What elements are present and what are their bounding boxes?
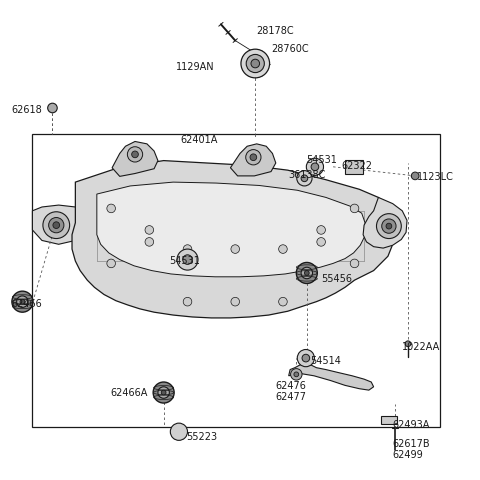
Text: 54514: 54514 — [311, 355, 341, 365]
Circle shape — [183, 245, 192, 254]
Polygon shape — [230, 144, 276, 177]
Circle shape — [405, 341, 411, 347]
Text: 55223: 55223 — [187, 431, 217, 441]
Text: 1022AA: 1022AA — [402, 341, 441, 351]
Circle shape — [231, 298, 240, 306]
Circle shape — [350, 260, 359, 268]
Circle shape — [411, 173, 419, 180]
Bar — [345, 161, 363, 174]
Circle shape — [107, 260, 116, 268]
Circle shape — [43, 212, 70, 239]
Text: 55456: 55456 — [321, 273, 352, 283]
Circle shape — [17, 296, 28, 308]
Text: 36138C: 36138C — [288, 169, 325, 179]
Text: 62477: 62477 — [276, 392, 307, 402]
Circle shape — [246, 55, 264, 73]
Text: 1123LC: 1123LC — [417, 172, 454, 182]
Circle shape — [251, 60, 260, 69]
Polygon shape — [381, 417, 397, 424]
Circle shape — [183, 255, 192, 265]
Text: 28760C: 28760C — [271, 44, 309, 54]
Polygon shape — [112, 142, 158, 177]
Text: 54531: 54531 — [306, 155, 337, 165]
Text: 62617B: 62617B — [393, 438, 431, 448]
Circle shape — [246, 150, 261, 166]
Text: 62493A: 62493A — [393, 419, 430, 429]
Circle shape — [250, 155, 257, 161]
Text: 62322: 62322 — [341, 161, 372, 171]
Circle shape — [161, 390, 166, 395]
Circle shape — [107, 204, 116, 213]
Circle shape — [301, 268, 312, 279]
Circle shape — [294, 372, 299, 377]
Circle shape — [382, 219, 396, 234]
Circle shape — [297, 171, 312, 187]
Text: 62618: 62618 — [11, 105, 42, 115]
Text: 62466: 62466 — [11, 298, 42, 308]
Circle shape — [279, 245, 287, 254]
Circle shape — [127, 147, 143, 163]
Circle shape — [311, 164, 319, 171]
Circle shape — [386, 224, 392, 229]
Circle shape — [279, 298, 287, 306]
Circle shape — [48, 218, 64, 233]
Circle shape — [241, 50, 270, 79]
Text: 62499: 62499 — [393, 449, 423, 459]
Circle shape — [350, 204, 359, 213]
Text: 62401A: 62401A — [180, 135, 218, 145]
Circle shape — [231, 245, 240, 254]
Circle shape — [48, 104, 57, 114]
Circle shape — [170, 423, 188, 441]
Circle shape — [177, 250, 198, 271]
Text: 62466A: 62466A — [110, 387, 147, 397]
Polygon shape — [363, 198, 407, 249]
Circle shape — [153, 382, 174, 403]
Circle shape — [132, 152, 138, 158]
Text: 62476: 62476 — [276, 381, 307, 391]
Circle shape — [145, 238, 154, 247]
Circle shape — [183, 298, 192, 306]
Circle shape — [53, 222, 60, 229]
Circle shape — [376, 214, 401, 239]
Text: 54531: 54531 — [169, 255, 200, 265]
Polygon shape — [72, 161, 393, 318]
Text: 28178C: 28178C — [257, 26, 294, 36]
Circle shape — [297, 350, 314, 367]
Circle shape — [317, 238, 325, 247]
Polygon shape — [97, 183, 365, 277]
Circle shape — [296, 263, 317, 284]
Circle shape — [302, 355, 310, 362]
Circle shape — [317, 226, 325, 235]
Circle shape — [12, 291, 33, 312]
Circle shape — [145, 226, 154, 235]
Polygon shape — [33, 205, 80, 245]
Circle shape — [306, 159, 324, 176]
Circle shape — [20, 300, 25, 304]
Text: 1129AN: 1129AN — [176, 62, 214, 72]
Bar — [33, 135, 441, 427]
Polygon shape — [288, 360, 373, 390]
Circle shape — [158, 387, 169, 398]
Circle shape — [301, 176, 308, 182]
Circle shape — [290, 369, 302, 380]
Circle shape — [304, 271, 309, 276]
